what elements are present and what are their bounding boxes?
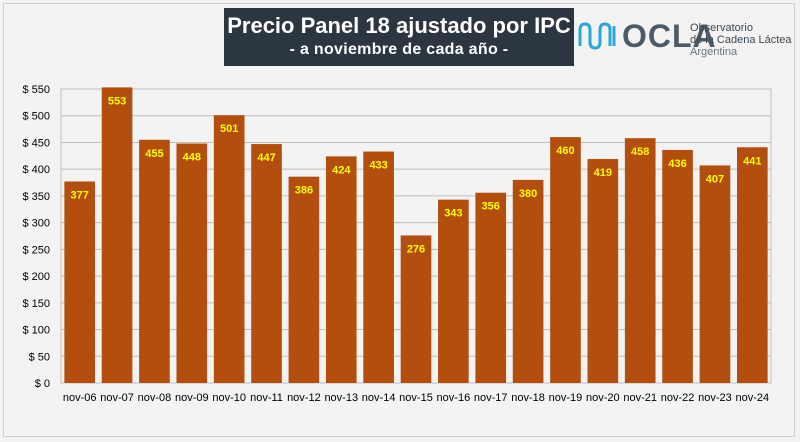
- bar: [438, 199, 469, 383]
- data-label: 448: [183, 152, 201, 164]
- data-label: 447: [257, 152, 275, 164]
- data-label: 380: [519, 188, 537, 200]
- y-tick-label: $ 200: [22, 271, 50, 283]
- data-label: 407: [706, 173, 724, 185]
- logo-line-1: Observatorio: [690, 22, 753, 34]
- milk-wave-icon: [578, 22, 616, 50]
- x-tick-label: nov-11: [250, 392, 283, 404]
- data-label: 460: [556, 145, 574, 157]
- ocla-logo: OCLA Observatorio de la Cadena Láctea Ar…: [578, 14, 793, 62]
- y-tick-label: $ 400: [22, 164, 50, 176]
- bar: [251, 144, 282, 383]
- y-tick-label: $ 100: [22, 325, 50, 337]
- logo-line-2: de la Cadena Láctea: [690, 34, 792, 46]
- bar: [288, 176, 320, 383]
- x-tick-label: nov-12: [287, 392, 321, 404]
- bar: [363, 151, 394, 383]
- bar: [699, 165, 731, 383]
- x-tick-label: nov-14: [362, 392, 396, 404]
- data-label: 553: [108, 95, 126, 107]
- logo-wordmark: OCLA: [622, 18, 717, 54]
- data-label: 441: [743, 155, 761, 167]
- bar: [64, 181, 96, 383]
- y-tick-label: $ 250: [22, 244, 50, 256]
- x-tick-label: nov-18: [511, 392, 545, 404]
- data-label: 458: [631, 146, 649, 158]
- value-labels: 377 553 455 448 501 447 386 424 433 276 343 356 380 4…: [71, 95, 762, 255]
- y-tick-label: $ 0: [35, 378, 50, 390]
- bar: [176, 143, 208, 383]
- bar: [512, 179, 544, 383]
- x-tick-label: nov-21: [623, 392, 657, 404]
- chart-title-box: Precio Panel 18 ajustado por IPC - a nov…: [224, 8, 574, 66]
- x-tick-label: nov-16: [437, 392, 471, 404]
- bar: [325, 156, 357, 383]
- x-tick-label: nov-07: [100, 392, 134, 404]
- x-tick-label: nov-23: [698, 392, 732, 404]
- chart-subtitle: - a noviembre de cada año -: [289, 41, 509, 58]
- bar: [624, 138, 656, 383]
- x-tick-label: nov-17: [474, 392, 508, 404]
- x-axis-ticks: nov-06 nov-07 nov-08 nov-09 nov-10 nov-11 nov-…: [63, 392, 769, 404]
- y-tick-label: $ 150: [22, 298, 50, 310]
- bar: [662, 149, 693, 383]
- x-tick-label: nov-06: [63, 392, 97, 404]
- data-label: 386: [295, 185, 313, 197]
- x-tick-label: nov-13: [324, 392, 358, 404]
- y-axis-ticks: $ 0 $ 50 $ 100 $ 150 $ 200 $ 250 $ 300 $ 350 $ 4…: [22, 84, 50, 390]
- data-label: 455: [145, 148, 163, 160]
- bar: [736, 147, 768, 383]
- data-label: 343: [444, 208, 462, 220]
- x-tick-label: nov-15: [399, 392, 433, 404]
- y-tick-label: $ 550: [22, 84, 50, 96]
- bar: [213, 115, 245, 384]
- y-tick-label: $ 300: [22, 218, 50, 230]
- data-label: 433: [369, 160, 387, 172]
- logo-line-3: Argentina: [690, 46, 738, 58]
- data-label: 424: [332, 164, 351, 176]
- x-tick-label: nov-10: [212, 392, 246, 404]
- bar: [475, 192, 507, 383]
- chart-title: Precio Panel 18 ajustado por IPC: [227, 13, 571, 38]
- y-tick-label: $ 350: [22, 191, 50, 203]
- x-tick-label: nov-09: [175, 392, 209, 404]
- data-label: 276: [407, 243, 425, 255]
- x-tick-label: nov-19: [549, 392, 583, 404]
- bar: [400, 235, 432, 383]
- x-tick-label: nov-08: [138, 392, 172, 404]
- y-tick-label: $ 50: [29, 351, 50, 363]
- data-label: 356: [482, 201, 500, 213]
- y-tick-label: $ 500: [22, 111, 50, 123]
- y-tick-label: $ 450: [22, 137, 50, 149]
- x-tick-label: nov-20: [586, 392, 620, 404]
- data-label: 377: [71, 189, 89, 201]
- data-label: 436: [668, 158, 686, 170]
- bar: [587, 159, 619, 383]
- bar: [550, 137, 581, 383]
- x-tick-label: nov-22: [661, 392, 695, 404]
- bar: [101, 87, 133, 383]
- data-label: 419: [594, 167, 612, 179]
- bar: [139, 139, 170, 383]
- data-label: 501: [220, 123, 238, 135]
- bars: [64, 87, 768, 384]
- x-tick-label: nov-24: [735, 392, 769, 404]
- logo-subtitle: Observatorio de la Cadena Láctea Argenti…: [690, 22, 792, 58]
